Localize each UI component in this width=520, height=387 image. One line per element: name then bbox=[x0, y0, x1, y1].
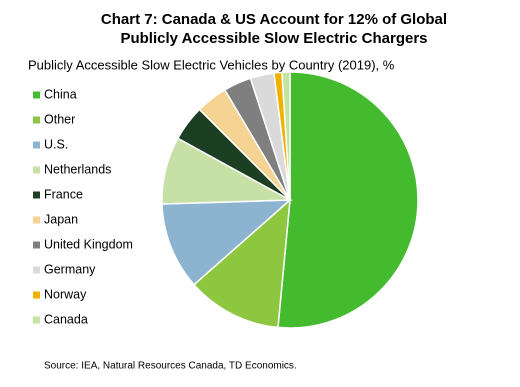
legend-swatch bbox=[33, 166, 40, 174]
legend-swatch bbox=[33, 91, 40, 99]
legend-swatch bbox=[33, 316, 40, 324]
chart-subtitle: Publicly Accessible Slow Electric Vehicl… bbox=[28, 57, 395, 72]
legend-label: China bbox=[44, 87, 77, 101]
pie-slice bbox=[192, 198, 291, 329]
pie-slice bbox=[161, 199, 293, 286]
legend-label: Japan bbox=[44, 212, 78, 226]
legend-swatch bbox=[33, 216, 40, 224]
chart-title: Publicly Accessible Slow Electric Charge… bbox=[120, 30, 427, 47]
pie-slice bbox=[281, 71, 291, 201]
legend-swatch bbox=[33, 291, 40, 299]
source-note: Source: IEA, Natural Resources Canada, T… bbox=[44, 361, 297, 372]
legend-label: Netherlands bbox=[44, 162, 111, 176]
legend-label: France bbox=[44, 187, 83, 201]
legend-label: United Kingdom bbox=[44, 237, 133, 251]
legend-label: Germany bbox=[44, 262, 96, 276]
chart-title: Chart 7: Canada & US Account for 12% of … bbox=[101, 11, 447, 28]
legend-swatch bbox=[33, 241, 40, 249]
legend-swatch bbox=[33, 266, 40, 274]
legend-swatch bbox=[33, 141, 40, 149]
legend-label: U.S. bbox=[44, 137, 68, 151]
legend-swatch bbox=[33, 116, 40, 124]
legend-label: Norway bbox=[44, 287, 87, 301]
pie-slice bbox=[277, 71, 419, 329]
legend-label: Other bbox=[44, 112, 75, 126]
legend-swatch bbox=[33, 191, 40, 199]
legend-label: Canada bbox=[44, 312, 88, 326]
